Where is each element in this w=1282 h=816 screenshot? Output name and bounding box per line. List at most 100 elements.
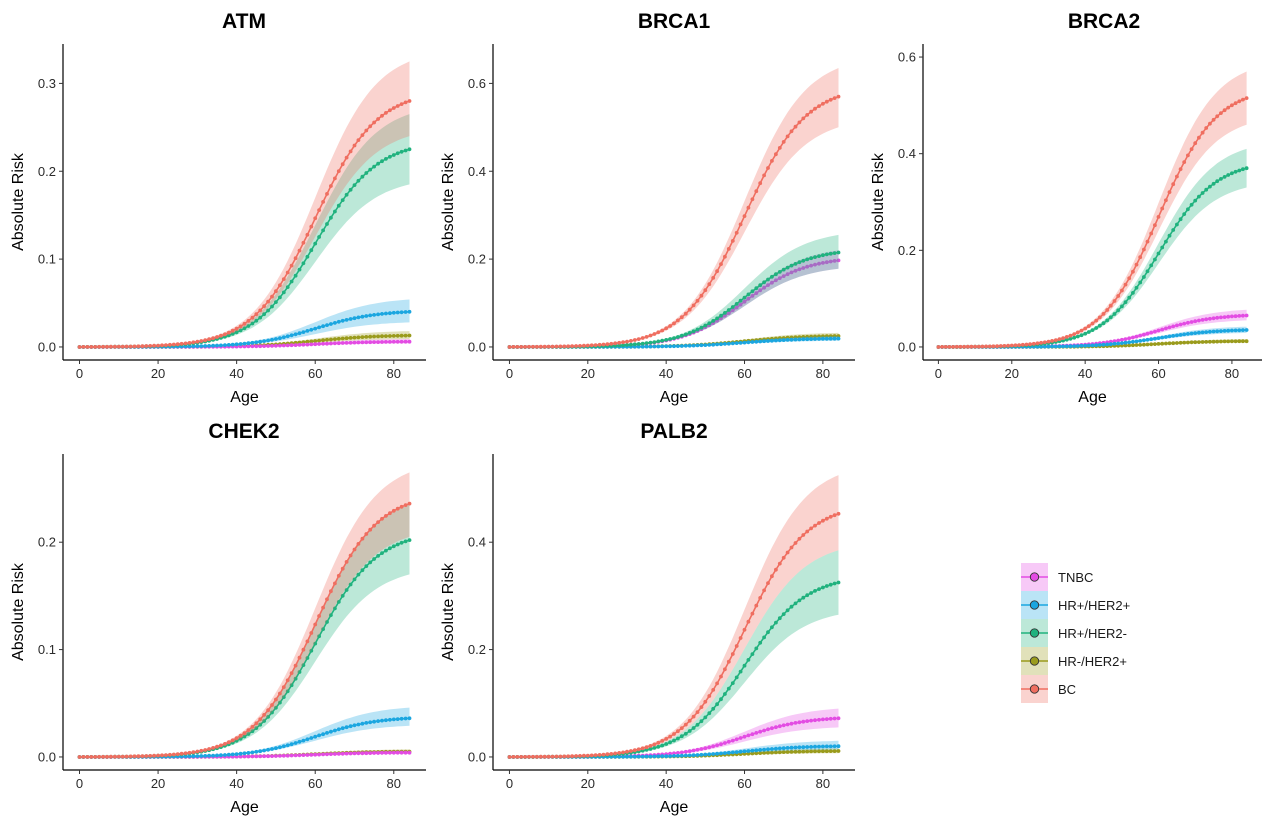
data-point <box>1064 335 1069 339</box>
data-point <box>344 336 349 341</box>
data-point <box>407 99 412 103</box>
data-point <box>352 335 357 340</box>
x-tick-label: 20 <box>581 776 595 791</box>
data-point <box>715 702 719 707</box>
data-point <box>109 344 113 349</box>
data-point <box>1123 343 1128 348</box>
data-point <box>1200 318 1205 322</box>
data-point <box>1123 282 1128 287</box>
data-point <box>333 728 337 733</box>
data-point <box>325 222 329 226</box>
data-point <box>672 321 676 326</box>
data-point <box>254 726 259 730</box>
data-point <box>750 748 755 753</box>
data-point <box>293 332 298 337</box>
legend-key-point <box>1029 656 1040 666</box>
data-point <box>1175 222 1179 227</box>
data-point <box>399 333 404 338</box>
data-point <box>313 342 318 347</box>
data-point <box>242 751 247 756</box>
data-point <box>958 344 963 349</box>
data-point <box>817 521 821 525</box>
data-point <box>832 259 837 263</box>
data-point <box>270 337 274 342</box>
data-point <box>707 694 712 698</box>
data-point <box>1230 171 1234 176</box>
data-point <box>813 523 817 528</box>
data-point <box>364 128 369 133</box>
data-point <box>348 751 353 756</box>
data-point <box>1131 269 1135 274</box>
data-point <box>785 750 790 754</box>
data-point <box>325 731 329 735</box>
data-point <box>770 274 774 279</box>
data-point <box>676 751 680 755</box>
data-point <box>789 263 794 268</box>
data-point <box>329 215 333 220</box>
ci-ribbon <box>79 707 410 757</box>
data-point <box>535 754 539 759</box>
data-point <box>836 749 841 753</box>
data-point <box>305 737 310 742</box>
data-point <box>1131 339 1135 344</box>
data-point <box>758 339 763 344</box>
data-point <box>356 335 361 340</box>
data-point <box>664 344 669 349</box>
data-point <box>554 754 559 759</box>
data-point <box>707 745 712 750</box>
data-point <box>1178 322 1183 327</box>
data-point <box>356 572 361 577</box>
legend-label: HR+/HER2- <box>1058 626 1127 641</box>
data-point <box>199 748 204 753</box>
data-point <box>356 722 361 727</box>
data-point <box>1123 340 1128 345</box>
data-point <box>1204 126 1209 130</box>
data-point <box>285 270 290 275</box>
data-point <box>789 270 794 275</box>
data-point <box>951 345 955 349</box>
data-point <box>152 753 157 758</box>
data-point <box>1097 343 1102 347</box>
data-point <box>809 526 813 531</box>
data-point <box>719 674 723 679</box>
data-point <box>368 751 373 755</box>
data-point <box>668 337 672 341</box>
data-point <box>1241 328 1245 332</box>
data-point <box>578 754 582 758</box>
data-point <box>785 746 790 750</box>
data-point <box>695 298 700 303</box>
data-point <box>1145 337 1150 342</box>
data-point <box>293 343 298 347</box>
data-point <box>629 342 633 347</box>
data-point <box>640 344 645 349</box>
panel-title: CHEK2 <box>208 420 279 443</box>
data-point <box>1222 175 1227 179</box>
data-point <box>758 729 763 734</box>
data-point <box>352 751 357 756</box>
data-point <box>164 343 168 347</box>
data-point <box>703 323 708 328</box>
data-point <box>1053 344 1058 349</box>
data-point <box>821 749 825 754</box>
data-point <box>238 328 243 333</box>
data-point <box>1230 103 1234 108</box>
data-point <box>824 99 829 104</box>
data-point <box>805 593 810 598</box>
data-point <box>274 289 278 294</box>
y-tick-label: 0.4 <box>468 164 486 179</box>
data-point <box>348 340 353 345</box>
ci-ribbon <box>938 71 1247 347</box>
data-point <box>1186 320 1190 325</box>
data-point <box>774 567 778 572</box>
data-point <box>813 262 817 267</box>
data-point <box>640 341 645 346</box>
data-point <box>1226 339 1231 344</box>
data-point <box>774 338 778 343</box>
data-point <box>325 752 329 757</box>
data-point <box>754 731 759 735</box>
data-point <box>719 342 723 347</box>
data-point <box>656 744 661 749</box>
data-point <box>399 310 404 315</box>
data-point <box>652 754 657 759</box>
data-point <box>754 339 759 344</box>
